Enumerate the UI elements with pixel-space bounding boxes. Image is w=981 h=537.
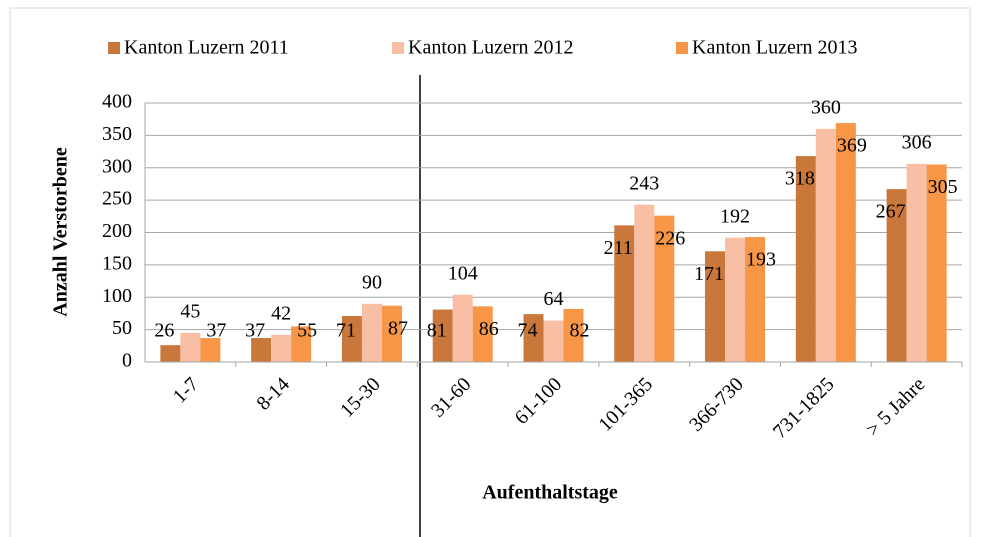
bar bbox=[160, 345, 181, 362]
data-label: 360 bbox=[811, 96, 841, 118]
bar bbox=[523, 314, 544, 362]
x-tick-label: 366-730 bbox=[685, 373, 748, 436]
data-label: 45 bbox=[180, 300, 200, 322]
data-label: 211 bbox=[604, 237, 633, 259]
data-label: 86 bbox=[479, 318, 499, 340]
bar bbox=[361, 303, 382, 362]
x-tick-label: 61-100 bbox=[511, 373, 567, 429]
data-label: 267 bbox=[876, 201, 906, 223]
data-label: 26 bbox=[154, 320, 174, 342]
y-tick-label: 50 bbox=[112, 317, 132, 339]
y-tick-label: 250 bbox=[102, 188, 132, 210]
legend-label: Kanton Luzern 2011 bbox=[124, 37, 289, 59]
y-tick-label: 350 bbox=[102, 123, 132, 145]
y-tick-label: 200 bbox=[102, 220, 132, 242]
legend-swatch bbox=[392, 42, 404, 54]
x-tick-label: 31-60 bbox=[427, 373, 476, 422]
data-label: 369 bbox=[837, 135, 867, 157]
bar bbox=[745, 237, 766, 362]
y-tick-label: 400 bbox=[102, 91, 132, 113]
x-tick-label: 8-14 bbox=[252, 373, 293, 414]
bar bbox=[835, 123, 856, 362]
bar bbox=[725, 237, 746, 362]
bar bbox=[271, 334, 292, 362]
bar bbox=[251, 338, 272, 362]
data-label: 55 bbox=[297, 320, 317, 342]
y-tick-label: 100 bbox=[102, 285, 132, 307]
x-tick-label: 1-7 bbox=[169, 373, 203, 407]
data-label: 171 bbox=[694, 263, 724, 285]
data-label: 37 bbox=[206, 320, 226, 342]
data-label: 193 bbox=[746, 249, 776, 271]
x-tick-label: 15-30 bbox=[336, 373, 385, 422]
bar bbox=[472, 306, 493, 362]
bar bbox=[180, 332, 201, 362]
data-label: 42 bbox=[271, 302, 291, 324]
bar bbox=[795, 156, 816, 362]
bar bbox=[705, 251, 726, 362]
data-label: 71 bbox=[336, 320, 356, 342]
data-label: 104 bbox=[448, 262, 478, 284]
chart-frame bbox=[9, 7, 971, 537]
legend-label: Kanton Luzern 2013 bbox=[692, 37, 858, 59]
data-label: 306 bbox=[902, 131, 932, 153]
bar bbox=[381, 305, 402, 362]
data-label: 90 bbox=[362, 271, 382, 293]
bar bbox=[614, 225, 635, 362]
legend-label: Kanton Luzern 2012 bbox=[408, 37, 574, 59]
data-label: 82 bbox=[570, 320, 590, 342]
bar bbox=[452, 294, 473, 362]
bar bbox=[654, 215, 675, 362]
bar bbox=[563, 308, 584, 362]
data-label: 243 bbox=[629, 172, 659, 194]
bar bbox=[200, 338, 221, 362]
bar bbox=[906, 163, 927, 362]
data-label: 81 bbox=[427, 320, 447, 342]
bar bbox=[543, 320, 564, 362]
data-label: 64 bbox=[544, 288, 564, 310]
data-label: 87 bbox=[388, 317, 408, 339]
legend-swatch bbox=[108, 42, 120, 54]
y-tick-label: 0 bbox=[122, 350, 132, 372]
y-tick-label: 150 bbox=[102, 252, 132, 274]
data-label: 318 bbox=[785, 168, 815, 190]
data-label: 305 bbox=[928, 176, 958, 198]
x-tick-label: > 5 Jahre bbox=[862, 373, 930, 441]
data-label: 74 bbox=[518, 320, 538, 342]
bar bbox=[815, 128, 836, 362]
y-tick-label: 300 bbox=[102, 155, 132, 177]
bar bbox=[432, 309, 453, 362]
x-axis-title: Aufenthaltstage bbox=[482, 482, 618, 504]
data-label: 192 bbox=[720, 205, 750, 227]
data-label: 37 bbox=[245, 320, 265, 342]
bar bbox=[926, 164, 947, 362]
y-axis-title: Anzahl Verstorbene bbox=[50, 147, 72, 317]
x-tick-label: 731-1825 bbox=[769, 373, 839, 443]
bar bbox=[886, 189, 907, 362]
bar bbox=[341, 316, 362, 362]
legend-swatch bbox=[676, 42, 688, 54]
bar bbox=[634, 204, 655, 362]
bar bbox=[291, 326, 312, 362]
x-tick-label: 101-365 bbox=[594, 373, 657, 436]
data-label: 226 bbox=[655, 227, 685, 249]
